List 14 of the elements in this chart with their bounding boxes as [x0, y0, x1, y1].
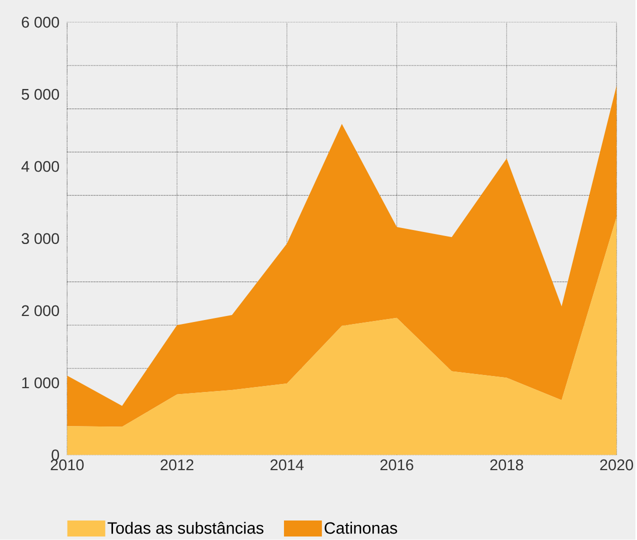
- x-tick-label: 2018: [490, 460, 524, 470]
- y-tick-label: 6 000: [22, 16, 60, 28]
- x-tick-label: 2012: [160, 460, 194, 470]
- x-tick-label: 2010: [50, 460, 84, 470]
- y-tick-label: 3 000: [22, 233, 60, 244]
- x-tick-label: 2014: [270, 460, 304, 470]
- y-tick-label: 2 000: [22, 305, 60, 316]
- y-tick-label: 1 000: [22, 377, 60, 388]
- legend-label: Catinonas: [324, 522, 398, 534]
- x-tick-label: 2020: [600, 460, 634, 470]
- y-tick-label: 4 000: [21, 161, 60, 172]
- y-tick-label: 5 000: [22, 89, 60, 100]
- legend-label: Todas as substâncias: [108, 522, 264, 534]
- x-tick-label: 2016: [380, 460, 414, 470]
